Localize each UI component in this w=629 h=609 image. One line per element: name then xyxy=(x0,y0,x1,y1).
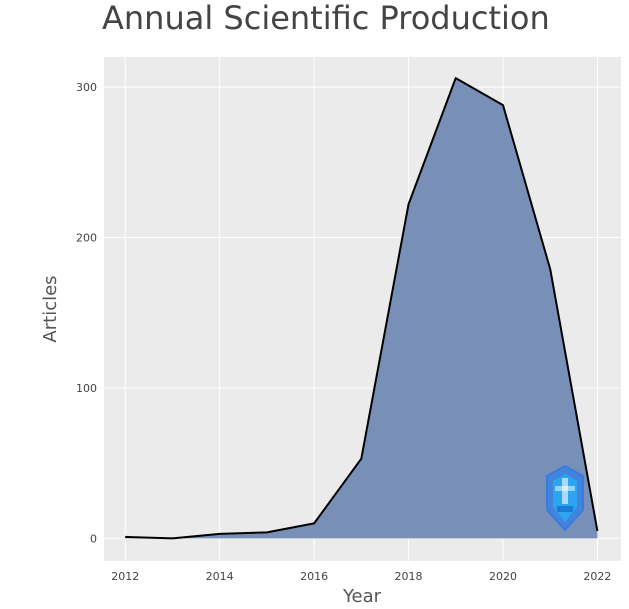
y-tick-label: 100 xyxy=(76,382,97,395)
x-tick-label: 2018 xyxy=(395,570,423,583)
y-tick-label: 0 xyxy=(90,532,97,545)
series-line xyxy=(125,77,599,540)
x-axis-ticks: 2012 2014 2016 2018 2020 2022 xyxy=(111,570,611,583)
chart-title: Annual Scientific Production xyxy=(102,0,550,37)
x-tick-label: 2022 xyxy=(583,570,611,583)
y-axis-label: Articles xyxy=(40,275,61,342)
grid-lines xyxy=(104,57,621,561)
x-tick-label: 2012 xyxy=(111,570,139,583)
x-tick-label: 2020 xyxy=(489,570,517,583)
y-tick-label: 300 xyxy=(76,81,97,94)
area-fill xyxy=(125,78,598,539)
y-axis-ticks: 0 100 200 300 xyxy=(76,81,97,545)
x-tick-label: 2014 xyxy=(206,570,234,583)
y-tick-label: 200 xyxy=(76,232,97,245)
shield-logo-icon xyxy=(546,464,584,532)
x-tick-label: 2016 xyxy=(300,570,328,583)
x-axis-label: Year xyxy=(342,586,382,607)
